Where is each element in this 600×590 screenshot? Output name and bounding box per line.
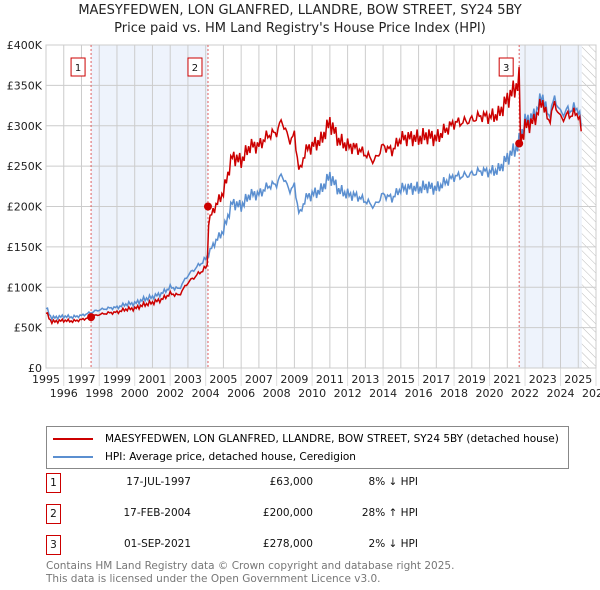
sale-date: 17-FEB-2004 [123, 507, 191, 519]
legend-hpi-label: HPI: Average price, detached house, Cere… [105, 451, 356, 463]
y-tick-label: £300K [7, 120, 43, 133]
x-tick-label: 2003 [174, 373, 202, 386]
sale-point [87, 313, 96, 322]
legend-property-label: MAESYFEDWEN, LON GLANFRED, LLANDRE, BOW … [105, 433, 559, 445]
legend-red-line [53, 438, 93, 440]
sale-price: £63,000 [269, 476, 313, 488]
x-tick-label: 2002 [156, 387, 184, 400]
x-tick-label: 2005 [209, 373, 237, 386]
x-tick-label: 2015 [387, 373, 415, 386]
x-tick-label: 2019 [458, 373, 486, 386]
sale-price: £200,000 [262, 507, 313, 519]
x-tick-label: 2017 [422, 373, 450, 386]
sale-point [515, 139, 524, 148]
x-tick-label: 2023 [529, 373, 557, 386]
x-tick-label: 2006 [227, 387, 255, 400]
sale-price: £278,000 [262, 538, 313, 550]
sale-row: 3 01-SEP-2021 £278,000 2% ↓ HPI [46, 535, 446, 555]
sale-label-box [498, 57, 514, 77]
sale-point [203, 202, 212, 211]
x-tick-label: 1996 [50, 387, 78, 400]
y-tick-label: £250K [7, 160, 43, 173]
footer-line-1: Contains HM Land Registry data © Crown c… [46, 560, 455, 572]
x-tick-label: 1997 [67, 373, 95, 386]
x-tick-label: 2011 [316, 373, 344, 386]
x-tick-label: 2007 [245, 373, 273, 386]
sale-row: 1 17-JUL-1997 £63,000 8% ↓ HPI [46, 473, 446, 493]
sale-hpi-diff: 2% ↓ HPI [368, 538, 418, 550]
plot-area: 1995199619971998199920002001200220032004… [7, 39, 600, 400]
x-tick-label: 2022 [511, 387, 539, 400]
x-tick-label: 2026 [582, 387, 600, 400]
x-tick-label: 2010 [298, 387, 326, 400]
sale-label-box [70, 57, 86, 77]
x-tick-label: 2001 [138, 373, 166, 386]
x-tick-label: 1995 [32, 373, 60, 386]
sale-number: 2 [46, 504, 61, 524]
sale-number: 1 [46, 473, 61, 493]
x-tick-label: 2020 [476, 387, 504, 400]
sale-hpi-diff: 8% ↓ HPI [368, 476, 418, 488]
sale-label-box [187, 57, 203, 77]
hpi-line [45, 93, 582, 322]
y-tick-label: £100K [7, 281, 43, 294]
y-tick-label: £350K [7, 79, 43, 92]
x-tick-label: 2018 [440, 387, 468, 400]
x-tick-label: 2004 [192, 387, 220, 400]
x-tick-label: 1998 [85, 387, 113, 400]
x-tick-label: 2009 [280, 373, 308, 386]
sale-label: 2 [192, 63, 198, 74]
footer-line-2: This data is licensed under the Open Gov… [46, 573, 381, 585]
chart-subtitle: Price paid vs. HM Land Registry's House … [114, 21, 486, 36]
sale-number: 3 [46, 535, 61, 555]
sale-hpi-diff: 28% ↑ HPI [361, 507, 418, 519]
legend-blue-line [53, 456, 93, 458]
plot-border [45, 44, 597, 369]
y-tick-label: £0 [28, 362, 42, 375]
y-tick-label: £50K [14, 322, 43, 335]
x-tick-label: 2008 [263, 387, 291, 400]
legend: MAESYFEDWEN, LON GLANFRED, LLANDRE, BOW … [46, 426, 569, 469]
x-tick-label: 2021 [493, 373, 521, 386]
y-tick-label: £200K [7, 201, 43, 214]
x-tick-label: 2012 [334, 387, 362, 400]
sale-date: 01-SEP-2021 [123, 538, 191, 550]
chart-title: MAESYFEDWEN, LON GLANFRED, LLANDRE, BOW … [78, 3, 522, 18]
sale-date: 17-JUL-1997 [126, 476, 191, 488]
y-tick-label: £150K [7, 241, 43, 254]
x-tick-label: 2014 [369, 387, 397, 400]
x-tick-label: 2025 [564, 373, 592, 386]
x-tick-label: 2000 [121, 387, 149, 400]
x-tick-label: 2024 [547, 387, 575, 400]
x-tick-label: 2013 [351, 373, 379, 386]
sale-row: 2 17-FEB-2004 £200,000 28% ↑ HPI [46, 504, 446, 524]
x-tick-label: 1999 [103, 373, 131, 386]
sale-label: 3 [503, 63, 509, 74]
sale-label: 1 [75, 63, 81, 74]
x-tick-label: 2016 [405, 387, 433, 400]
property-line [45, 67, 582, 326]
y-tick-label: £400K [7, 39, 43, 52]
